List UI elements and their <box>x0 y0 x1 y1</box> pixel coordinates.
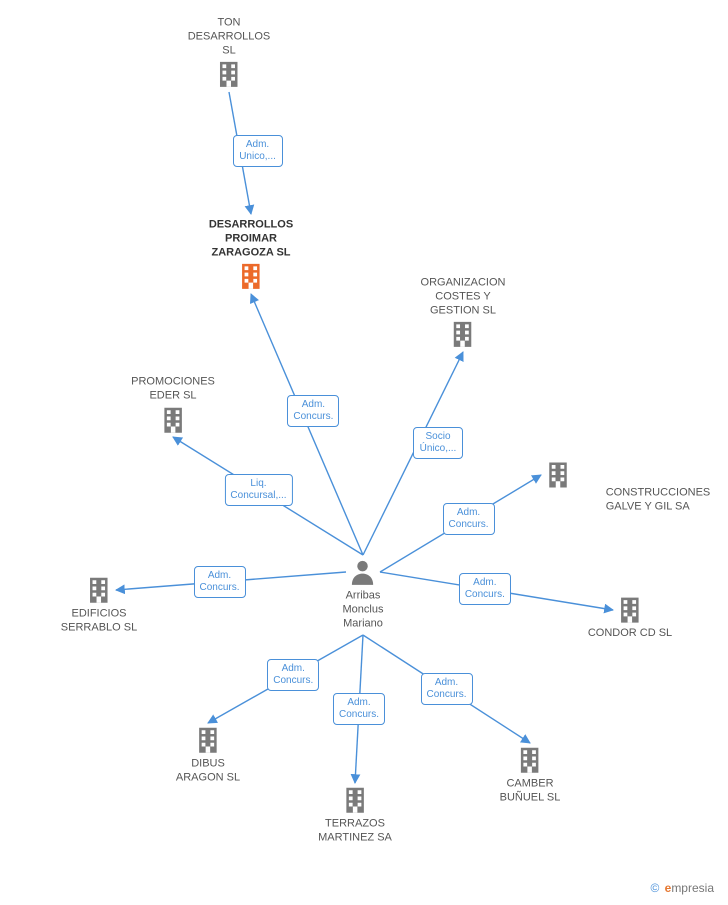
node-construcciones <box>543 460 573 490</box>
edge-label: Adm.Concurs. <box>287 395 339 427</box>
building-icon <box>158 405 188 435</box>
footer-attribution: © empresia <box>650 881 714 895</box>
node-promociones: PROMOCIONESEDER SL <box>131 375 215 435</box>
person-icon <box>348 557 378 587</box>
node-edificios: EDIFICIOSSERRABLO SL <box>61 575 137 635</box>
building-icon <box>84 575 114 605</box>
node-label: CONDOR CD SL <box>588 627 672 641</box>
node-label: TONDESARROLLOSSL <box>188 16 271 57</box>
building-icon <box>340 785 370 815</box>
node-center: ArribasMonclusMariano <box>343 557 384 630</box>
copyright-symbol: © <box>650 881 659 895</box>
node-organizacion: ORGANIZACIONCOSTES YGESTION SL <box>421 276 506 349</box>
diagram-canvas: ArribasMonclusMariano TONDESARROLLOSSL DE… <box>0 0 728 905</box>
node-label: EDIFICIOSSERRABLO SL <box>61 607 137 635</box>
building-icon <box>543 460 573 490</box>
node-label: ArribasMonclusMariano <box>343 589 384 630</box>
node-label: CAMBERBUÑUEL SL <box>500 777 561 805</box>
edge-label: Adm.Concurs. <box>193 566 245 598</box>
node-condor: CONDOR CD SL <box>588 595 672 641</box>
edge-label: Liq.Concursal,... <box>224 474 292 506</box>
node-dibus: DIBUSARAGON SL <box>176 725 240 785</box>
edge-label: Adm.Unico,... <box>233 135 283 167</box>
building-icon <box>615 595 645 625</box>
node-ton: TONDESARROLLOSSL <box>188 16 271 89</box>
edge-label: Adm.Concurs. <box>443 503 495 535</box>
node-label: CONSTRUCCIONESGALVE Y GIL SA <box>606 486 711 514</box>
node-terrazos: TERRAZOSMARTINEZ SA <box>318 785 392 845</box>
node-label: ORGANIZACIONCOSTES YGESTION SL <box>421 276 506 317</box>
node-camber: CAMBERBUÑUEL SL <box>500 745 561 805</box>
building-icon <box>515 745 545 775</box>
node-label: DESARROLLOSPROIMARZARAGOZA SL <box>209 218 293 259</box>
building-icon <box>236 262 266 292</box>
brand-rest: mpresia <box>671 881 714 895</box>
node-label: PROMOCIONESEDER SL <box>131 375 215 403</box>
node-label: DIBUSARAGON SL <box>176 757 240 785</box>
edges-layer <box>0 0 728 905</box>
edge-label: Adm.Concurs. <box>333 693 385 725</box>
building-icon <box>214 60 244 90</box>
building-icon <box>193 725 223 755</box>
node-label: TERRAZOSMARTINEZ SA <box>318 817 392 845</box>
edge-label: Adm.Concurs. <box>459 573 511 605</box>
building-icon <box>448 320 478 350</box>
edge-label: SocioÚnico,... <box>413 427 463 459</box>
node-desarrollos: DESARROLLOSPROIMARZARAGOZA SL <box>209 218 293 291</box>
edge-label: Adm.Concurs. <box>420 673 472 705</box>
edge-label: Adm.Concurs. <box>267 659 319 691</box>
